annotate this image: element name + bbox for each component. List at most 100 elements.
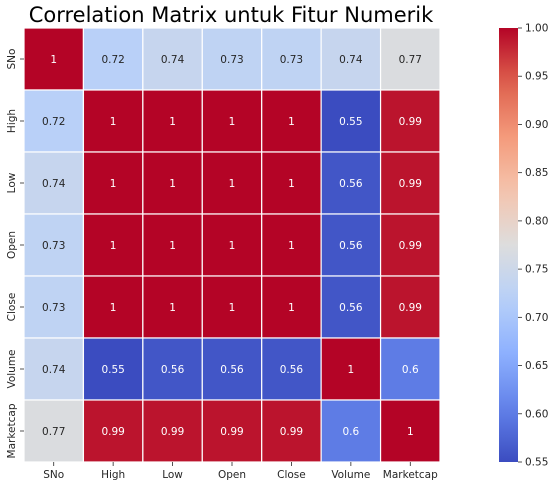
cell-value-label: 0.56 — [220, 364, 244, 376]
y-axis-tick-labels: SNo High Low Open Close Volume Marketcap — [6, 49, 24, 458]
y-tick-label: SNo — [6, 49, 18, 70]
colorbar-tick-label: 1.00 — [525, 23, 548, 35]
chart-title: Correlation Matrix untuk Fitur Numerik — [29, 3, 434, 27]
heatmap-cell — [379, 151, 441, 215]
cell-value-label: 0.77 — [42, 426, 65, 438]
heatmap-cell — [142, 275, 203, 339]
cell-value-label: 0.99 — [220, 426, 243, 438]
cell-value-label: 0.55 — [101, 364, 124, 376]
heatmap-cell — [142, 89, 203, 153]
cell-value-label: 1 — [110, 302, 117, 314]
y-tick-label: Low — [6, 172, 18, 193]
cell-value-label: 0.99 — [399, 178, 422, 190]
heatmap-cell — [82, 151, 144, 215]
colorbar: 0.55 0.60 0.65 0.70 0.75 0.80 0.85 0.90 0.95 1.00 — [499, 23, 548, 469]
heatmap-cell — [23, 27, 85, 91]
cell-value-label: 0.56 — [280, 364, 304, 376]
cell-value-label: 0.99 — [399, 240, 422, 252]
colorbar-gradient — [499, 28, 518, 462]
x-tick-label: High — [101, 469, 125, 481]
x-tick-label: Marketcap — [383, 469, 438, 481]
heatmap-cell — [261, 337, 322, 401]
heatmap-cell — [142, 151, 203, 215]
colorbar-tick-label: 0.60 — [525, 408, 548, 420]
cell-value-label: 1 — [229, 178, 236, 190]
colorbar-tick-label: 0.70 — [525, 312, 548, 324]
y-tick-label: Open — [6, 231, 18, 259]
y-tick-label: Volume — [6, 349, 18, 388]
cell-value-label: 0.56 — [339, 240, 363, 252]
cell-value-label: 0.73 — [42, 302, 65, 314]
heatmap-cell — [82, 27, 144, 91]
cell-value-label: 1 — [169, 302, 176, 314]
heatmap-cells: 1 0.72 0.74 0.73 0.73 0.74 0.77 0.72 1 1 1 1 0.55 0.9… — [23, 27, 441, 463]
cell-value-label: 1 — [288, 302, 295, 314]
cell-value-label: 1 — [110, 116, 117, 128]
cell-value-label: 0.99 — [101, 426, 124, 438]
cell-value-label: 0.77 — [399, 54, 422, 66]
heatmap-cell — [320, 27, 382, 91]
heatmap-cell — [261, 89, 322, 153]
heatmap-cell — [142, 399, 203, 463]
cell-value-label: 1 — [288, 116, 295, 128]
cell-value-label: 1 — [169, 178, 176, 190]
cell-value-label: 1 — [229, 302, 236, 314]
colorbar-tick-label: 0.85 — [525, 167, 548, 179]
cell-value-label: 0.99 — [399, 116, 422, 128]
cell-value-label: 1 — [169, 240, 176, 252]
x-tick-label: Volume — [331, 469, 370, 481]
heatmap-cell — [142, 27, 203, 91]
heatmap-cell — [379, 213, 441, 277]
cell-value-label: 1 — [110, 178, 117, 190]
cell-value-label: 0.74 — [161, 54, 185, 66]
x-tick-label: Close — [277, 469, 306, 481]
colorbar-tick-label: 0.95 — [525, 71, 548, 83]
colorbar-tick-label: 0.55 — [525, 457, 548, 469]
cell-value-label: 1 — [407, 426, 414, 438]
heatmap-cell — [23, 399, 85, 463]
x-tick-label: Low — [162, 469, 183, 481]
heatmap-cell — [201, 337, 263, 401]
heatmap-cell — [23, 275, 85, 339]
cell-value-label: 0.6 — [343, 426, 360, 438]
heatmap-cell — [379, 399, 441, 463]
colorbar-tick-label: 0.65 — [525, 360, 548, 372]
cell-value-label: 0.74 — [42, 178, 66, 190]
cell-value-label: 0.74 — [42, 364, 66, 376]
cell-value-label: 1 — [288, 240, 295, 252]
heatmap-cell — [320, 151, 382, 215]
colorbar-tick-label: 0.75 — [525, 264, 548, 276]
cell-value-label: 0.73 — [280, 54, 303, 66]
heatmap-cell — [23, 337, 85, 401]
heatmap-cell — [201, 151, 263, 215]
heatmap-cell — [23, 213, 85, 277]
cell-value-label: 1 — [348, 364, 355, 376]
colorbar-tick-label: 0.80 — [525, 215, 548, 227]
x-tick-label: Open — [218, 469, 246, 481]
heatmap-cell — [379, 89, 441, 153]
cell-value-label: 0.72 — [42, 116, 65, 128]
cell-value-label: 1 — [288, 178, 295, 190]
heatmap-cell — [82, 337, 144, 401]
y-tick-label: Marketcap — [6, 403, 18, 458]
cell-value-label: 0.72 — [101, 54, 124, 66]
cell-value-label: 0.99 — [161, 426, 184, 438]
cell-value-label: 0.99 — [280, 426, 303, 438]
cell-value-label: 0.56 — [339, 302, 363, 314]
cell-value-label: 0.6 — [402, 364, 419, 376]
cell-value-label: 1 — [169, 116, 176, 128]
heatmap-cell — [379, 337, 441, 401]
heatmap-cell — [320, 399, 382, 463]
heatmap-cell — [201, 399, 263, 463]
heatmap-cell — [82, 213, 144, 277]
cell-value-label: 1 — [229, 240, 236, 252]
cell-value-label: 1 — [229, 116, 236, 128]
colorbar-tick-label: 0.90 — [525, 119, 548, 131]
cell-value-label: 0.73 — [220, 54, 243, 66]
cell-value-label: 0.74 — [339, 54, 363, 66]
heatmap-cell — [261, 151, 322, 215]
cell-value-label: 1 — [50, 54, 57, 66]
cell-value-label: 0.56 — [339, 178, 363, 190]
y-tick-label: Close — [6, 293, 18, 322]
